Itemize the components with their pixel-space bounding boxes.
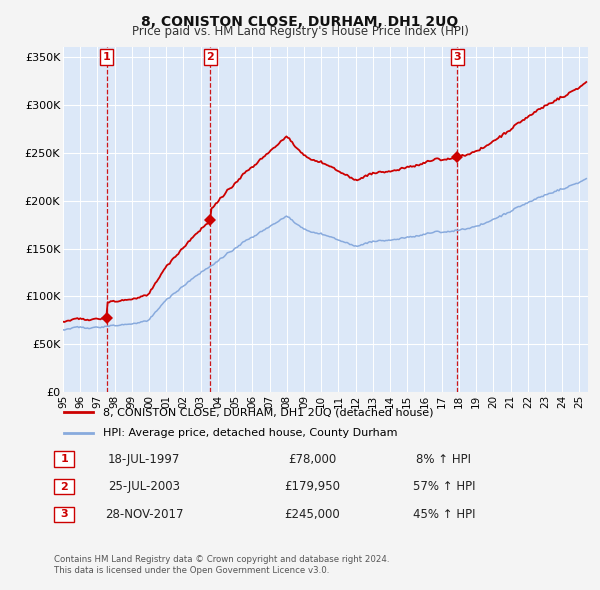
Text: 28-NOV-2017: 28-NOV-2017 <box>105 508 183 521</box>
Text: £78,000: £78,000 <box>288 453 336 466</box>
Text: 8% ↑ HPI: 8% ↑ HPI <box>416 453 472 466</box>
Text: Price paid vs. HM Land Registry's House Price Index (HPI): Price paid vs. HM Land Registry's House … <box>131 25 469 38</box>
Text: 1: 1 <box>61 454 68 464</box>
Text: 57% ↑ HPI: 57% ↑ HPI <box>413 480 475 493</box>
Text: 1: 1 <box>103 52 110 62</box>
Text: This data is licensed under the Open Government Licence v3.0.: This data is licensed under the Open Gov… <box>54 566 329 575</box>
Text: £245,000: £245,000 <box>284 508 340 521</box>
Text: 18-JUL-1997: 18-JUL-1997 <box>108 453 180 466</box>
Text: £179,950: £179,950 <box>284 480 340 493</box>
Text: Contains HM Land Registry data © Crown copyright and database right 2024.: Contains HM Land Registry data © Crown c… <box>54 555 389 564</box>
Text: 45% ↑ HPI: 45% ↑ HPI <box>413 508 475 521</box>
Text: 25-JUL-2003: 25-JUL-2003 <box>108 480 180 493</box>
Text: 8, CONISTON CLOSE, DURHAM, DH1 2UQ: 8, CONISTON CLOSE, DURHAM, DH1 2UQ <box>142 15 458 29</box>
Text: 8, CONISTON CLOSE, DURHAM, DH1 2UQ (detached house): 8, CONISTON CLOSE, DURHAM, DH1 2UQ (deta… <box>103 407 434 417</box>
Text: HPI: Average price, detached house, County Durham: HPI: Average price, detached house, Coun… <box>103 428 398 438</box>
Text: 3: 3 <box>61 510 68 519</box>
Text: 2: 2 <box>206 52 214 62</box>
Text: 2: 2 <box>61 482 68 491</box>
Text: 3: 3 <box>454 52 461 62</box>
